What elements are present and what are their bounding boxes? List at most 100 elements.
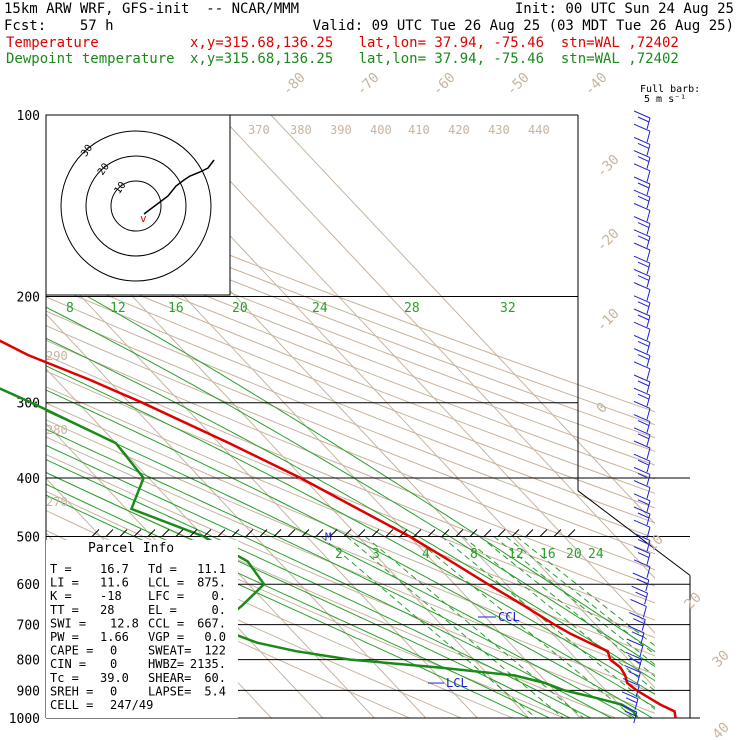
parcel-info-value: 875. [197, 576, 226, 590]
mixing-ratio-label: 12 [110, 301, 126, 316]
isotherm-label: 30 [710, 648, 733, 671]
wind-barb-staff [646, 315, 651, 328]
dewpoint-legend: Dewpoint temperature [6, 51, 175, 67]
pressure-tick-label: 1000 [9, 712, 40, 727]
wind-barb-staff [639, 645, 644, 658]
wind-barb [633, 493, 651, 512]
isotherm-line [270, 115, 655, 525]
wind-barb-flag [633, 110, 651, 119]
temperature-legend: Temperature [6, 35, 99, 51]
wind-barb-staff [641, 619, 646, 631]
wind-barb-staff [646, 276, 651, 288]
hatch-tick [427, 529, 436, 537]
wind-barb-staff [646, 170, 651, 182]
parcel-info-key: SREH = [50, 684, 93, 698]
hatch-tick [161, 529, 170, 537]
wind-barb [631, 585, 649, 605]
parcel-info-value: 667. [197, 616, 226, 630]
wind-barb-flag [633, 189, 651, 198]
wind-barb-flag [633, 123, 651, 132]
pressure-tick-label: 500 [17, 530, 40, 545]
wind-barb [633, 466, 651, 486]
wind-barb-staff [646, 355, 651, 367]
hatch-tick [245, 529, 254, 537]
wind-barb-flag [633, 255, 651, 264]
mixing-ratio-label: 12 [508, 547, 524, 562]
mixing-ratio-label: 20 [232, 301, 248, 316]
hatch-tick [175, 529, 184, 537]
wind-barb-staff [646, 197, 651, 209]
wind-barb-staff [636, 672, 641, 684]
parcel-info-key: EL = [148, 603, 177, 617]
parcel-info-key: LCL = [148, 576, 184, 590]
wind-barb-flag [633, 202, 651, 211]
wind-barb [633, 176, 651, 196]
parcel-info-key: CELL = [50, 698, 93, 712]
wind-barb-half [637, 182, 650, 189]
wind-barb-flag [633, 334, 651, 343]
valid-time: Valid: 09 UTC Tue 26 Aug 25 (03 MDT Tue … [312, 18, 734, 34]
parcel-info-key: LAPSE= [148, 684, 191, 698]
parcel-info-value: 0 [110, 644, 117, 658]
temperature-profile [0, 339, 677, 719]
wind-barb [633, 242, 651, 262]
wind-barb-half [637, 552, 650, 559]
wind-barb-staff [646, 236, 651, 248]
mixing-ratio-line [462, 536, 655, 692]
isotherm-label: -60 [430, 70, 459, 99]
hatch-tick [343, 529, 352, 537]
wind-barb [633, 216, 651, 235]
hatch-tick [287, 529, 296, 537]
isotherm-line [46, 258, 478, 718]
wind-barb-half [637, 538, 650, 545]
isotherm-line [167, 115, 655, 634]
wind-barb-staff [646, 474, 651, 486]
wind-barb-half [637, 459, 650, 466]
wind-barb-flag [633, 308, 651, 317]
wind-barb-flag [633, 176, 651, 185]
hatch-tick [553, 529, 562, 537]
wind-barb [633, 546, 651, 565]
hatch-tick [483, 529, 492, 537]
dry-adiabat [46, 419, 655, 675]
mixing-ratio-label: 16 [540, 547, 556, 562]
wind-barb-staff [646, 527, 651, 539]
parcel-info-key: PW = [50, 630, 79, 644]
wind-barb-staff [646, 210, 651, 222]
mixing-ratio-line [516, 536, 655, 647]
hodograph-ring [110, 180, 162, 232]
dry-adiabat [46, 325, 655, 571]
wind-barb-staff [646, 447, 651, 460]
hatch-tick [91, 529, 100, 537]
forecast-hour: Fcst: 57 h [4, 18, 114, 34]
mixing-ratio-line [412, 536, 635, 718]
wind-barb-half [637, 261, 650, 268]
hatch-tick [189, 529, 198, 537]
mixing-ratio-label: 32 [500, 301, 516, 316]
wind-barb [627, 625, 645, 644]
wind-barb [633, 255, 651, 275]
isotherm-label: -10 [594, 306, 623, 335]
wind-barb-flag [633, 466, 651, 475]
isotherm-line [46, 313, 427, 718]
parcel-info-value: 0.0 [204, 630, 226, 644]
wind-barb-staff [646, 461, 651, 473]
parcel-info-title: Parcel Info [88, 541, 174, 556]
hodograph-trace [143, 159, 215, 215]
wind-barb [633, 374, 651, 394]
wind-barb-half [625, 697, 638, 704]
parcel-info-key: SWI = [50, 616, 86, 630]
pressure-tick-label: 900 [17, 684, 40, 699]
parcel-info-value: 28 [100, 603, 114, 617]
hodograph-box [45, 114, 231, 296]
wind-barb-flag [633, 295, 651, 304]
theta-label: 380 [290, 123, 312, 137]
wind-barb-flag [633, 374, 651, 383]
wind-barb-staff [646, 302, 651, 314]
wind-barb-half [624, 710, 637, 717]
theta-label: 440 [528, 123, 550, 137]
wind-barb-flag [633, 493, 651, 502]
wind-barb-half [637, 512, 650, 519]
parcel-info-value: 5.4 [204, 684, 226, 698]
wind-barb-staff [638, 659, 643, 671]
